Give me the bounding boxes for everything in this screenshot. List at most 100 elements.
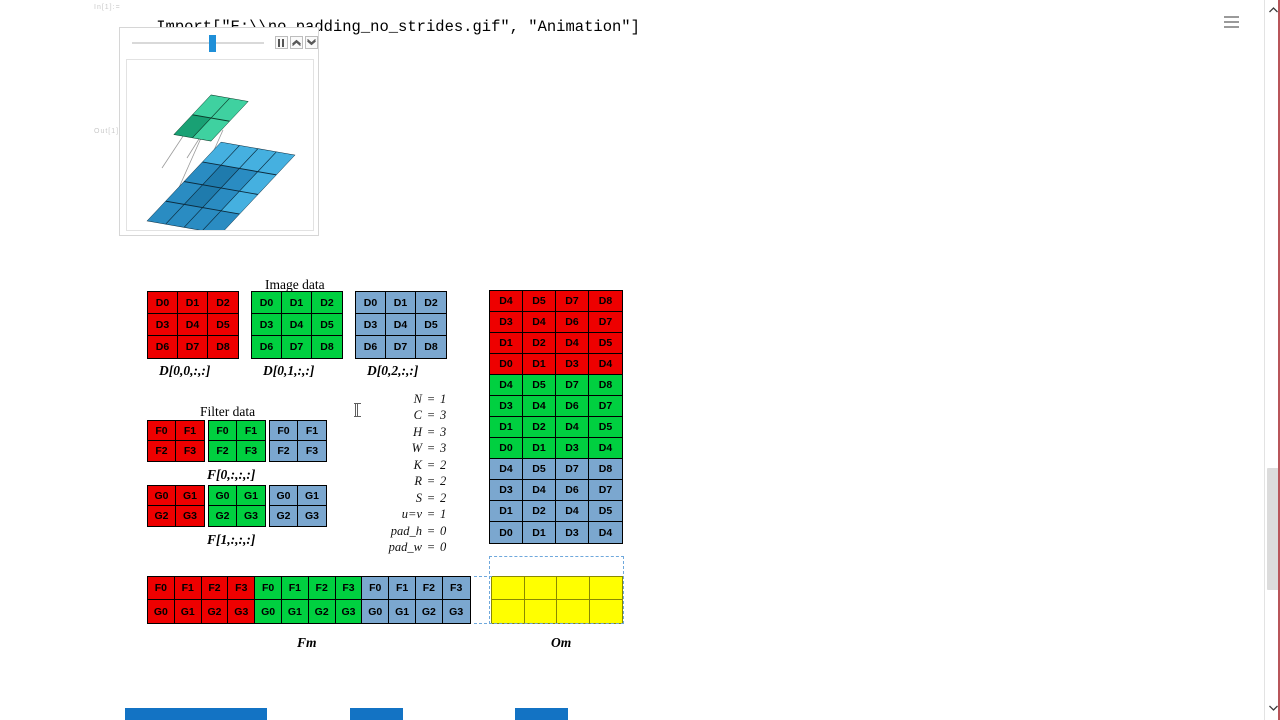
- matrix-cell: D8: [416, 336, 446, 358]
- filter-block-0-2: F0 F1 F2 F3: [269, 420, 327, 462]
- scrollbar-thumb[interactable]: [1267, 468, 1279, 590]
- parameter-value: 3: [440, 441, 447, 456]
- om-cell: [524, 577, 557, 600]
- parameter-name: S: [415, 490, 422, 505]
- parameter-equals: =: [426, 408, 436, 423]
- matrix-cell: D6: [356, 336, 386, 358]
- dm-cell: D3: [490, 396, 523, 417]
- matrix-row: G2 G3: [270, 506, 326, 526]
- fm-cell: G1: [389, 600, 416, 623]
- fm-cell: F0: [255, 577, 282, 600]
- matrix-cell: G2: [148, 506, 176, 526]
- om-cell: [557, 577, 590, 600]
- parameter-row: pad_w = 0: [378, 540, 456, 557]
- dm-cell: D0: [490, 354, 523, 375]
- parameter-row: C = 3: [378, 408, 456, 425]
- fm-cell: F3: [442, 577, 470, 600]
- dm-cell: D5: [589, 501, 622, 522]
- matrix-cell: D6: [252, 336, 282, 358]
- fm-cell: G0: [148, 600, 175, 623]
- dm-cell: D0: [490, 522, 523, 543]
- dm-row: D1 D2 D4 D5: [490, 333, 622, 354]
- matrix-row: D6 D7 D8: [356, 336, 446, 358]
- parameter-equals: =: [426, 540, 436, 555]
- animation-slider-track[interactable]: [132, 42, 264, 44]
- parameter-name: W: [411, 441, 422, 456]
- parameter-value: 2: [440, 490, 447, 505]
- output-selection-box: [489, 556, 624, 624]
- matrix-cell: F0: [270, 421, 298, 441]
- fm-matrix: F0 F1 F2 F3 F0 F1 F2 F3 F0 F1 F2 F3 G0 G1 G2 G3 G0 G1 G2 G3…: [147, 576, 471, 624]
- parameter-equals: =: [426, 523, 436, 538]
- dm-cell: D7: [589, 480, 622, 501]
- scroll-up-icon[interactable]: [1265, 2, 1280, 18]
- convolution-3d-illustration: [146, 94, 296, 230]
- pause-icon[interactable]: [275, 36, 288, 49]
- dm-cell: D1: [490, 501, 523, 522]
- dm-cell: D3: [556, 354, 589, 375]
- hamburger-icon[interactable]: [1224, 16, 1239, 28]
- dm-cell: D2: [523, 501, 556, 522]
- dm-row: D4 D5 D7 D8: [490, 291, 622, 312]
- dm-row: D1 D2 D4 D5: [490, 417, 622, 438]
- taskbar-bar-2[interactable]: [515, 708, 568, 720]
- image-data-caption-1: D[0,1,:,:]: [263, 363, 315, 378]
- parameter-name: N: [413, 391, 422, 406]
- dm-cell: D5: [589, 333, 622, 354]
- dm-cell: D8: [589, 291, 622, 312]
- parameter-equals: =: [426, 391, 436, 406]
- filter-block-0-1: F0 F1 F2 F3: [208, 420, 266, 462]
- matrix-row: F0 F1: [270, 421, 326, 441]
- vertical-scrollbar[interactable]: [1264, 0, 1280, 720]
- dm-cell: D4: [490, 375, 523, 396]
- matrix-cell: D8: [208, 336, 238, 358]
- matrix-row: F2 F3: [209, 441, 265, 461]
- filter-caption-0: F[0,:,:,:]: [207, 467, 256, 482]
- slower-icon[interactable]: [290, 36, 303, 49]
- taskbar-bar-1[interactable]: [350, 708, 403, 720]
- hamburger-line: [1224, 21, 1239, 23]
- matrix-cell: F2: [148, 441, 176, 461]
- dm-cell: D4: [589, 354, 622, 375]
- matrix-cell: D3: [252, 314, 282, 336]
- cell-marker-out: Out[1]=: [94, 128, 125, 135]
- matrix-row: G0 G1: [148, 486, 204, 506]
- parameter-list: N = 1 C = 3 H = 3 W = 3 K = 2 R = 2 S = 2 u=v = 1 pad_h = 0 pad_w = 0: [378, 391, 456, 556]
- parameter-value: 1: [440, 507, 447, 522]
- matrix-cell: D0: [252, 292, 282, 314]
- dm-row: D3 D4 D6 D7: [490, 312, 622, 333]
- matrix-cell: D5: [208, 314, 238, 336]
- taskbar-bar-0[interactable]: [125, 708, 267, 720]
- parameter-name: K: [413, 457, 422, 472]
- animation-slider-thumb[interactable]: [209, 35, 216, 52]
- fm-cell: F2: [308, 577, 336, 600]
- om-cell: [589, 577, 622, 600]
- matrix-cell: D0: [148, 292, 178, 314]
- dm-cell: D7: [556, 459, 589, 480]
- dm-cell: D4: [490, 459, 523, 480]
- dm-cell: D8: [589, 459, 622, 480]
- parameter-row: S = 2: [378, 490, 456, 507]
- dm-row: D0 D1 D3 D4: [490, 522, 622, 543]
- dm-cell: D6: [556, 480, 589, 501]
- matrix-row: G2 G3: [209, 506, 265, 526]
- matrix-cell: F2: [270, 441, 298, 461]
- dm-cell: D1: [490, 417, 523, 438]
- dm-cell: D1: [523, 522, 556, 543]
- scroll-down-icon[interactable]: [1265, 700, 1280, 716]
- filter-block-1-0: G0 G1 G2 G3: [147, 485, 205, 527]
- animation-figure: [126, 59, 314, 231]
- image-data-block-2: D0 D1 D2 D3 D4 D5 D6 D7 D8: [355, 291, 447, 359]
- dm-row: D4 D5 D7 D8: [490, 459, 622, 480]
- matrix-cell: D7: [386, 336, 416, 358]
- om-cell: [589, 600, 622, 623]
- filter-block-1-1: G0 G1 G2 G3: [208, 485, 266, 527]
- parameter-equals: =: [426, 424, 436, 439]
- matrix-cell: D4: [386, 314, 416, 336]
- faster-icon[interactable]: [305, 36, 318, 49]
- selection-connector-top: [474, 576, 492, 577]
- dm-cell: D1: [523, 438, 556, 459]
- parameter-name: H: [412, 424, 422, 439]
- dm-cell: D4: [523, 396, 556, 417]
